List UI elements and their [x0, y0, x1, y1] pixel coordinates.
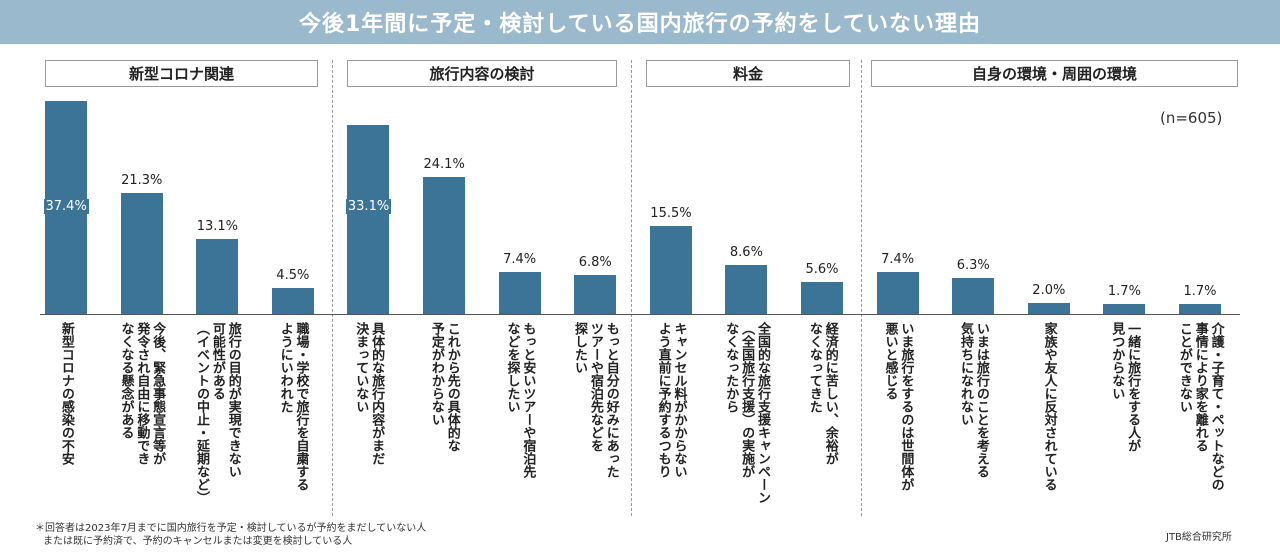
data-label-14: 2.0%: [1032, 282, 1066, 298]
data-label-16: 1.7%: [1183, 284, 1217, 300]
category-label-3: 旅行の目的が実現できない 可能性がある （イベントの中止・延期など）: [194, 322, 241, 504]
bar-12: [876, 271, 919, 314]
category-label-7: もっと安いツアーや宿泊先 などを探したい: [504, 322, 536, 478]
data-label-4: 4.5%: [276, 268, 310, 284]
category-label-14: 家族や友人に反対されている: [1041, 322, 1057, 491]
chart-title: 今後1年間に予定・検討している国内旅行の予約をしていない理由: [0, 0, 1280, 44]
bar-6: [423, 176, 465, 314]
bar-3: [196, 239, 239, 314]
source-label: JTB総合研究所: [1166, 532, 1232, 543]
data-label-5: 33.1%: [345, 199, 392, 214]
data-label-1: 37.4%: [43, 199, 89, 214]
bar-10: [725, 265, 768, 314]
footnote-line-2: または既に予約済で、予約のキャンセルまたは変更を検討している人: [43, 536, 353, 547]
category-label-13: いまは旅行のことを考える 気持ちになれない: [958, 322, 989, 478]
group-header-environment: 自身の環境・周囲の環境: [871, 60, 1238, 87]
category-label-9: キャンセル料がかからない よう直前に予約するつもり: [655, 322, 687, 478]
footnote: ＊回答者は2023年7月までに国内旅行を予定・検討しているが予約をまだしていない…: [35, 522, 426, 548]
group-header-price: 料金: [646, 60, 850, 87]
bar-13: [952, 278, 995, 314]
bar-11: [801, 282, 843, 314]
data-label-11: 5.6%: [805, 262, 839, 278]
data-label-12: 7.4%: [881, 251, 915, 267]
bar-5: [347, 125, 390, 314]
group-divider: [332, 60, 333, 516]
bar-16: [1179, 304, 1221, 314]
data-label-9: 15.5%: [650, 205, 692, 221]
category-label-11: 経済的に苦しい、余裕が なくなってきた: [806, 322, 838, 465]
category-label-4: 職場・学校で旅行を自粛する ようにいわれた: [277, 322, 309, 491]
group-divider: [631, 60, 632, 516]
data-label-3: 13.1%: [196, 219, 238, 235]
bar-7: [498, 271, 541, 314]
data-label-2: 21.3%: [121, 172, 163, 188]
data-label-13: 6.3%: [956, 258, 990, 274]
bar-2: [120, 192, 163, 314]
bar-14: [1027, 302, 1070, 314]
bar-4: [271, 288, 314, 314]
bar-9: [649, 225, 692, 314]
group-header-covid: 新型コロナ関連: [45, 60, 318, 87]
data-label-6: 24.1%: [423, 156, 465, 172]
data-label-15: 1.7%: [1107, 284, 1141, 300]
category-label-15: 一緒に旅行をする人が 見つからない: [1109, 322, 1141, 452]
category-label-8: もっと自分の好みにあった ツアーや宿泊先などを 探したい: [572, 322, 619, 478]
data-label-7: 7.4%: [503, 251, 537, 267]
category-label-5: 具体的な旅行内容がまだ 決まっていない: [353, 322, 385, 465]
category-label-16: 介護・子育て・ペットなどの 事情により家を離れる ことができない: [1176, 322, 1224, 491]
data-label-10: 8.6%: [729, 245, 763, 261]
category-label-12: いま旅行をするのは世間体が 悪いと感じる: [882, 322, 914, 491]
bar-8: [574, 275, 617, 314]
data-label-8: 6.8%: [578, 255, 612, 271]
footnote-line-1: ＊回答者は2023年7月までに国内旅行を予定・検討しているが予約をまだしていない…: [35, 523, 427, 534]
category-label-6: これから先の具体的な 予定がわからない: [428, 322, 460, 452]
category-label-2: 今後、緊急事態宣言等が 発令され自由に移動でき なくなる懸念がある: [118, 322, 166, 465]
sample-size-label: (n=605): [1160, 109, 1223, 127]
group-header-trip-content: 旅行内容の検討: [347, 60, 617, 87]
category-label-1: 新型コロナの感染の不安: [58, 322, 74, 465]
chart-baseline: [40, 314, 1240, 315]
category-label-10: 全国的な旅行支援キャンペーン （全国旅行支援）の実施が なくなったから: [723, 322, 770, 504]
bar-15: [1103, 304, 1146, 314]
group-divider: [861, 60, 862, 516]
